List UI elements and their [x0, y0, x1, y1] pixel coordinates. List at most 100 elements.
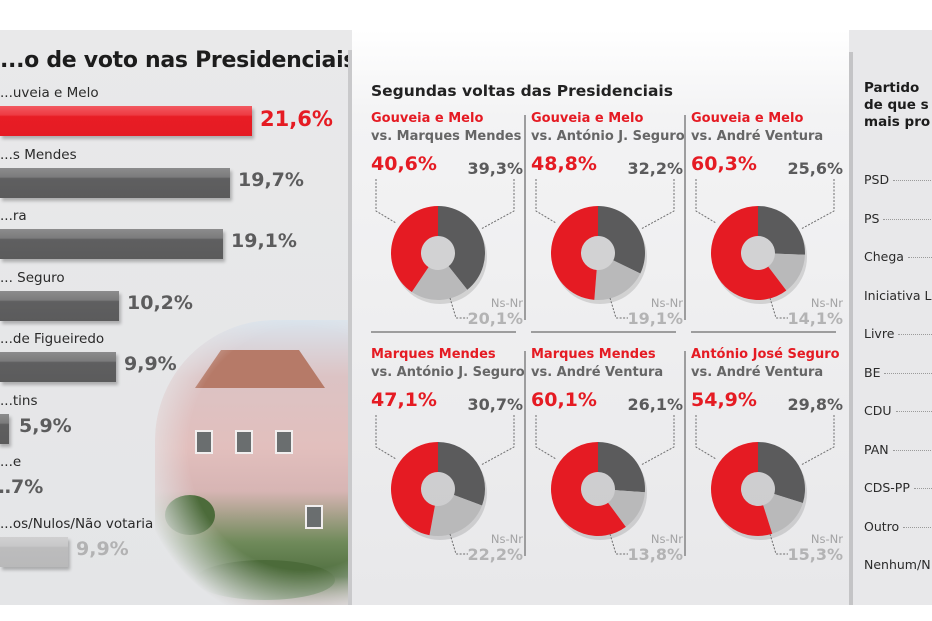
donut-slice-opponent	[438, 206, 485, 290]
party-panel: Partido de que s mais pro PSD PS Chega Inic…	[849, 30, 932, 605]
photo-roof	[195, 350, 325, 388]
bar-value-label: 9,9%	[76, 537, 129, 560]
donut-chart	[695, 179, 835, 319]
party-name: Outro	[864, 518, 900, 534]
nsnr-pct: 14,1%	[787, 309, 843, 328]
nsnr-pct: 20,1%	[467, 309, 523, 328]
nsnr-label: Ns-Nr	[810, 296, 843, 310]
party-item: CDU	[864, 403, 932, 418]
donut-slice-candidate	[551, 442, 626, 536]
opponent-name: vs. André Ventura	[531, 365, 664, 380]
donut-slice-nsnr	[429, 494, 483, 536]
candidate-pct: 47,1%	[371, 389, 437, 411]
donut-slice-candidate	[391, 442, 438, 536]
bar-label: ... Seguro	[0, 269, 65, 286]
leader-line-opponent	[640, 179, 675, 230]
opponent-name: vs. André Ventura	[691, 129, 824, 144]
donut-slice-opponent	[758, 442, 805, 503]
photo-window	[305, 505, 323, 529]
party-item: Chega	[864, 249, 932, 264]
leader-line-nsnr	[449, 297, 468, 319]
column-separator	[684, 115, 686, 320]
bar-value-label: 9,9%	[124, 353, 177, 375]
title-line: de que s	[864, 97, 929, 113]
dotted-leader	[893, 180, 932, 181]
bar	[0, 229, 223, 259]
bar-label: ...os/Nulos/Não votaria	[0, 515, 154, 532]
title-line: Partido	[864, 80, 920, 96]
nsnr-label: Ns-Nr	[810, 532, 843, 546]
party-name: CDU	[864, 403, 892, 418]
row-separator	[531, 331, 676, 333]
nsnr-pct: 15,3%	[787, 545, 843, 564]
dotted-leader	[903, 526, 932, 528]
donut-slice-opponent	[598, 442, 645, 493]
donut-slice-candidate	[711, 206, 787, 300]
party-item: BE	[864, 365, 932, 380]
dotted-leader	[913, 488, 932, 489]
leader-line-nsnr	[769, 533, 788, 555]
leader-line-candidate	[535, 179, 557, 224]
party-name: Livre	[864, 326, 895, 341]
nsnr-label: Ns-Nr	[490, 532, 523, 546]
donut-cell: Gouveia e Melo vs. Marques Mendes 40,6% 39,…	[371, 111, 531, 336]
palace-photo	[155, 320, 352, 605]
photo-bush	[165, 495, 215, 535]
party-item: Livre	[864, 326, 932, 341]
bar-label: ...de Figueiredo	[0, 331, 105, 347]
donut-slice-nsnr	[608, 490, 645, 527]
candidate-name: Gouveia e Melo	[531, 111, 644, 126]
donut-slice-nsnr	[411, 266, 468, 300]
candidate-pct: 60,1%	[531, 389, 597, 411]
second-round-panel: Segundas voltas das Presidenciais Gouvei…	[352, 30, 849, 605]
party-name: PS	[864, 210, 880, 226]
donut-slice-nsnr	[594, 260, 641, 300]
dotted-leader	[883, 218, 932, 220]
bar-value-label: …7%	[0, 476, 44, 498]
party-item: PAN	[864, 442, 932, 457]
bar-label: ...uveia e Melo	[0, 85, 99, 101]
leader-line-candidate	[695, 179, 717, 224]
donut-cell: Gouveia e Melo vs. António J. Seguro 48,8%…	[524, 111, 691, 336]
nsnr-label: Ns-Nr	[490, 296, 523, 310]
photo-window	[195, 430, 213, 454]
nsnr-pct: 19,1%	[627, 309, 683, 328]
bar	[0, 167, 230, 198]
candidate-pct: 40,6%	[371, 153, 437, 175]
donut-cell: Gouveia e Melo vs. André Ventura 60,3% 25,6…	[684, 111, 851, 336]
candidate-pct: 54,9%	[691, 389, 757, 411]
row-separator	[371, 331, 516, 333]
candidate-name: António José Seguro	[691, 347, 840, 362]
party-name: PSD	[864, 172, 890, 187]
party-name: Chega	[864, 249, 904, 264]
donut-chart	[535, 415, 675, 555]
dotted-leader	[892, 449, 932, 451]
party-name: Nenhum/N	[864, 557, 931, 572]
photo-bush	[195, 560, 335, 600]
donut-cell: Marques Mendes vs. André Ventura 60,1% 26,1…	[524, 347, 691, 572]
bar-value-label: 5,9%	[19, 414, 72, 437]
party-item: Nenhum/N	[864, 557, 932, 572]
title-line: mais pro	[864, 114, 931, 130]
opponent-name: vs. Marques Mendes	[371, 129, 522, 144]
bar-label: ...e	[0, 454, 22, 470]
party-item: Iniciativa L	[864, 288, 932, 303]
donut-slice-opponent	[438, 442, 485, 506]
opponent-name: vs. António J. Seguro	[371, 365, 525, 380]
leader-line-opponent	[640, 415, 675, 466]
candidate-name: Gouveia e Melo	[691, 111, 804, 126]
leader-line-candidate	[695, 415, 717, 460]
nsnr-label: Ns-Nr	[650, 296, 683, 310]
donut-slice-candidate	[711, 442, 773, 536]
donut-cell: António José Seguro vs. André Ventura 54,9…	[684, 347, 851, 572]
party-item: PSD	[864, 172, 932, 187]
bar-value-label: 19,1%	[231, 230, 297, 252]
party-item: CDS-PP	[864, 480, 932, 495]
leader-line-opponent	[800, 415, 835, 466]
column-separator	[684, 351, 686, 556]
opponent-name: vs. António J. Seguro	[531, 129, 685, 144]
party-item: PS	[864, 211, 932, 226]
photo-window	[235, 430, 253, 454]
opponent-pct: 29,8%	[787, 395, 843, 414]
opponent-pct: 30,7%	[467, 395, 523, 414]
